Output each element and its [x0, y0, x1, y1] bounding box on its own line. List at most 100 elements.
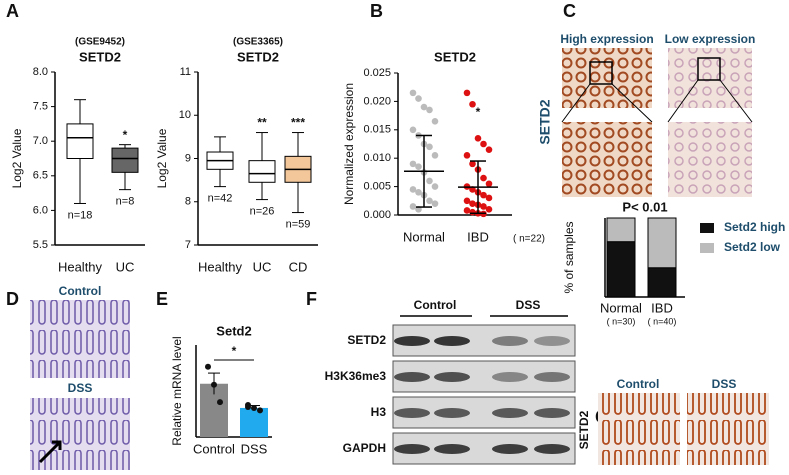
row-label: SETD2	[347, 333, 386, 347]
chart-subtitle: (GSE9452)	[75, 37, 125, 48]
blot-band	[534, 336, 570, 346]
y-tick-label: 0.015	[363, 124, 391, 136]
point	[485, 146, 493, 153]
n-label: n=8	[116, 196, 135, 208]
point	[426, 197, 433, 205]
n-label: n=59	[286, 218, 311, 230]
point	[485, 180, 493, 188]
y-tick-label: 9	[185, 152, 191, 164]
legend-label: Setd2 high	[724, 220, 785, 234]
group-label: DSS	[516, 298, 541, 312]
point	[426, 177, 433, 185]
blot-band	[534, 372, 570, 382]
y-tick-label: 7	[185, 239, 191, 251]
y-axis-label: Log2 Value	[10, 128, 24, 188]
chart-title: P< 0.01	[622, 199, 667, 214]
point	[463, 152, 471, 159]
point	[431, 200, 439, 207]
panel-label: E	[156, 289, 168, 309]
point	[485, 194, 493, 202]
row-label: GAPDH	[343, 441, 386, 455]
y-tick-label: 11	[180, 66, 191, 78]
blot-band	[394, 408, 430, 418]
point	[463, 207, 471, 214]
stain-label: SETD2	[577, 410, 591, 449]
point	[415, 188, 422, 196]
point	[463, 89, 471, 97]
y-axis-label: Log2 Value	[155, 128, 169, 188]
x-tick-label: Healthy	[58, 259, 103, 274]
blot-band	[434, 444, 470, 454]
point	[426, 106, 433, 114]
row-label: H3	[371, 405, 387, 419]
x-tick-label: CD	[289, 259, 308, 274]
point	[409, 89, 417, 97]
bar	[240, 407, 268, 437]
x-tick-label: Healthy	[198, 259, 243, 274]
legend-swatch	[700, 223, 714, 233]
blot-band	[434, 372, 470, 382]
zoom-box	[589, 61, 613, 85]
blot-band	[434, 336, 470, 346]
bar-segment	[647, 267, 677, 298]
blot-band	[492, 336, 528, 346]
n-label: n=42	[208, 193, 233, 205]
x-sublabel: ( n=30)	[607, 316, 636, 326]
n-label: n=18	[68, 209, 93, 221]
significance: *	[123, 128, 128, 142]
panel-label: F	[306, 289, 317, 309]
significance: ***	[291, 116, 305, 130]
chart-title: Setd2	[216, 323, 251, 338]
point	[480, 203, 487, 210]
box	[111, 147, 139, 173]
point	[217, 399, 223, 406]
image-caption: DSS	[68, 381, 93, 395]
chart-title: SETD2	[434, 49, 476, 64]
point	[409, 126, 417, 134]
x-sublabel: ( n=40)	[648, 316, 677, 326]
significance: **	[257, 116, 267, 130]
row-label: H3K36me3	[325, 369, 387, 383]
point	[415, 163, 422, 171]
significance: *	[232, 344, 237, 358]
histology-image	[30, 300, 130, 378]
zoom-box	[697, 57, 721, 81]
blot-band	[492, 372, 528, 382]
zoom-line	[561, 79, 753, 123]
panel-label: A	[6, 1, 19, 21]
blot-band	[492, 444, 528, 454]
panel-label: B	[370, 1, 383, 21]
point	[257, 407, 263, 414]
blot-band	[492, 408, 528, 418]
histology-image	[598, 393, 680, 465]
point	[426, 143, 433, 151]
y-tick-label: 6.0	[33, 204, 48, 216]
point	[463, 197, 471, 205]
point	[431, 152, 439, 159]
x-tick-label: UC	[116, 259, 135, 274]
y-tick-label: 0.005	[363, 181, 391, 193]
image-caption: Control	[59, 284, 102, 298]
x-tick-label: Control	[193, 441, 235, 456]
point	[205, 363, 211, 370]
y-tick-label: 8	[185, 196, 191, 208]
point	[431, 117, 439, 125]
x-tick-label: Normal	[403, 229, 445, 244]
blot-band	[394, 336, 430, 346]
point	[211, 381, 217, 388]
y-tick-label: 0.010	[363, 152, 391, 164]
point	[469, 100, 476, 108]
y-tick-label: 0.025	[363, 67, 391, 79]
blot-band	[434, 408, 470, 418]
point	[409, 186, 417, 193]
point	[469, 208, 476, 216]
y-tick-label: 7.5	[33, 101, 48, 113]
point	[469, 200, 476, 207]
x-tick-label: Normal	[600, 300, 642, 315]
bar-segment	[647, 217, 677, 269]
x-tick-label: UC	[253, 259, 272, 274]
point	[469, 160, 476, 168]
arrow	[38, 440, 62, 464]
histology-image	[687, 393, 769, 465]
